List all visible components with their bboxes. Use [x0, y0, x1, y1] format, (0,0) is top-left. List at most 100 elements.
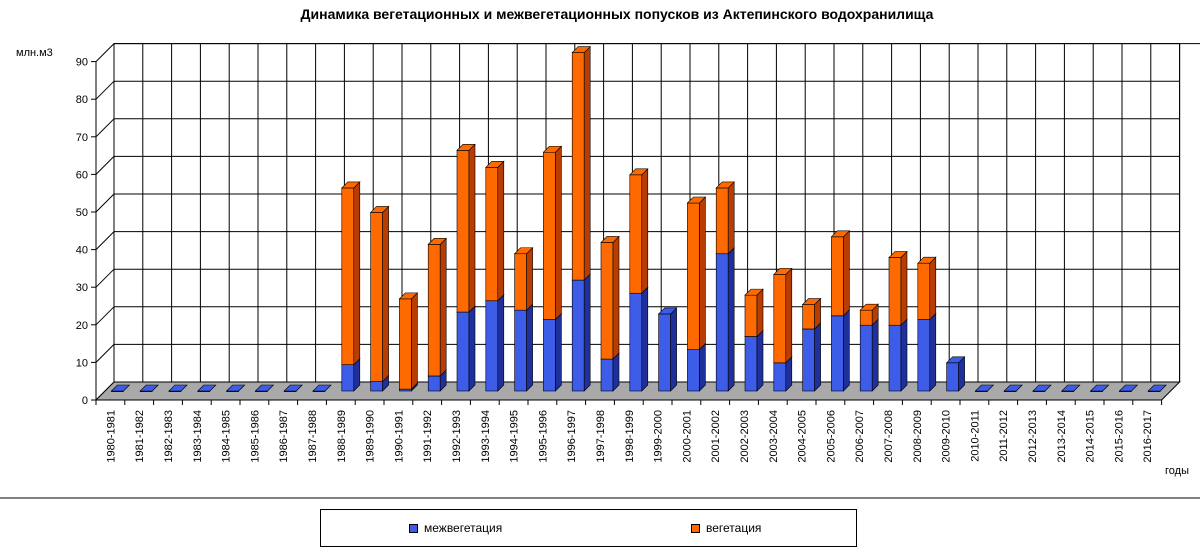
bar-vegetatsiya: [917, 256, 937, 321]
gridline-side: [95, 344, 115, 363]
y-tick-label: 20: [76, 320, 88, 332]
bar-vegetatsiya: [686, 196, 707, 351]
bar-mezhvegetatsiya-front: [571, 279, 585, 392]
bar-vegetatsiya-top: [917, 256, 937, 264]
bar-vegetatsiya-side: [929, 256, 937, 321]
bar-mezhvegetatsiya: [715, 247, 735, 392]
x-tick-label: 1988-1989: [336, 410, 348, 463]
bar-mezhvegetatsiya-front: [456, 311, 470, 392]
bar-vegetatsiya-side: [785, 267, 793, 364]
bar-mezhvegetatsiya-top: [168, 384, 188, 392]
gridline-side: [95, 156, 115, 175]
bar-vegetatsiya-side: [439, 237, 447, 377]
x-tick-label: 1980-1981: [105, 410, 117, 463]
bar-vegetatsiya: [830, 230, 851, 317]
bar-mezhvegetatsiya-front: [370, 381, 383, 392]
bar-vegetatsiya-top: [686, 196, 707, 204]
bar-mezhvegetatsiya-side: [497, 294, 505, 392]
x-tick-label: 2014-2015: [1085, 410, 1097, 463]
bar-vegetatsiya: [513, 247, 534, 311]
x-tick-label: 1993-1994: [480, 410, 492, 463]
bar-vegetatsiya-top: [513, 247, 534, 255]
gridline-side: [95, 268, 115, 288]
y-tick-label: 0: [82, 395, 88, 407]
bar-mezhvegetatsiya-top: [1089, 384, 1110, 392]
bar-mezhvegetatsiya-side: [727, 247, 735, 392]
legend-swatch-blue: [409, 524, 418, 534]
bar-mezhvegetatsiya-top: [312, 384, 332, 392]
bar-mezhvegetatsiya-side: [699, 342, 706, 392]
legend-item-vegetatsiya: вегетация: [691, 521, 761, 535]
bar-mezhvegetatsiya: [283, 384, 303, 392]
bar-vegetatsiya-top: [888, 251, 908, 258]
x-tick-label: 2005-2006: [825, 410, 837, 463]
bar-mezhvegetatsiya: [1061, 384, 1081, 392]
bar-mezhvegetatsiya: [197, 384, 217, 392]
bar-mezhvegetatsiya-front: [629, 292, 643, 392]
x-tick-label: 2013-2014: [1056, 410, 1068, 463]
bar-vegetatsiya: [600, 235, 620, 360]
x-tick-label: 1985-1986: [249, 410, 261, 463]
bar-vegetatsiya-front: [629, 174, 643, 294]
bar-mezhvegetatsiya-side: [900, 318, 908, 392]
bar-vegetatsiya-top: [830, 230, 851, 238]
bar-mezhvegetatsiya-top: [197, 384, 217, 392]
bar-vegetatsiya: [485, 160, 505, 302]
bar-vegetatsiya-front: [571, 52, 585, 281]
bar-mezhvegetatsiya-top: [283, 384, 303, 392]
x-tick-label: 2012-2013: [1027, 410, 1039, 463]
bars-layer: [110, 45, 1167, 392]
bar-mezhvegetatsiya-top: [110, 384, 131, 392]
bar-mezhvegetatsiya: [542, 312, 563, 392]
bar-mezhvegetatsiya-top: [1032, 384, 1052, 392]
bar-mezhvegetatsiya: [1147, 384, 1167, 392]
bar-mezhvegetatsiya: [917, 312, 937, 392]
bar-mezhvegetatsiya-front: [485, 300, 499, 392]
bar-vegetatsiya-side: [699, 196, 706, 351]
bar-vegetatsiya-front: [831, 236, 844, 317]
bar-vegetatsiya: [341, 181, 361, 366]
bar-vegetatsiya-top: [542, 145, 563, 153]
bar-vegetatsiya: [398, 292, 419, 390]
bar-vegetatsiya-top: [341, 181, 361, 189]
x-tick-label: 1995-1996: [537, 410, 549, 463]
bar-vegetatsiya-front: [687, 202, 700, 350]
bar-vegetatsiya-front: [773, 274, 787, 364]
bar-mezhvegetatsiya-top: [225, 384, 246, 392]
bar-vegetatsiya-side: [555, 145, 562, 321]
bar-vegetatsiya-side: [843, 230, 850, 317]
x-tick-label: 1989-1990: [365, 410, 377, 463]
bar-vegetatsiya-side: [612, 235, 620, 360]
bar-vegetatsiya-side: [382, 205, 389, 383]
bar-vegetatsiya-top: [744, 288, 764, 296]
x-tick-label: 1991-1992: [422, 410, 434, 463]
bar-mezhvegetatsiya: [830, 309, 851, 392]
x-tick-label: 1999-2000: [653, 410, 665, 463]
bar-mezhvegetatsiya-front: [888, 324, 902, 392]
bar-mezhvegetatsiya-top: [1003, 384, 1023, 392]
bar-mezhvegetatsiya: [657, 307, 678, 392]
y-tick-label: 40: [76, 245, 88, 257]
bar-vegetatsiya-top: [773, 268, 793, 275]
bar-vegetatsiya-front: [514, 253, 527, 311]
bar-vegetatsiya-top: [398, 292, 419, 300]
bar-mezhvegetatsiya-side: [468, 305, 476, 392]
bar-mezhvegetatsiya-front: [917, 319, 931, 392]
bar-mezhvegetatsiya: [974, 384, 995, 392]
chart-title: Динамика вегетационных и межвегетационны…: [300, 6, 934, 22]
bar-mezhvegetatsiya-side: [843, 309, 850, 392]
bar-mezhvegetatsiya-top: [1061, 384, 1081, 392]
bar-vegetatsiya-top: [485, 160, 505, 168]
bar-mezhvegetatsiya-front: [859, 324, 873, 392]
bar-mezhvegetatsiya: [456, 305, 476, 392]
bar-mezhvegetatsiya-front: [600, 358, 614, 392]
bar-vegetatsiya: [456, 143, 476, 313]
bar-mezhvegetatsiya: [485, 294, 505, 392]
bar-vegetatsiya: [744, 288, 764, 338]
y-axis: 0 10 20 30 40 50 60 70 80 90: [76, 57, 97, 407]
y-tick-label: 10: [76, 357, 88, 369]
bar-mezhvegetatsiya-top: [1147, 384, 1167, 392]
bar-mezhvegetatsiya-front: [802, 328, 815, 392]
bar-vegetatsiya-side: [756, 288, 764, 338]
y-tick-label: 30: [76, 282, 88, 294]
